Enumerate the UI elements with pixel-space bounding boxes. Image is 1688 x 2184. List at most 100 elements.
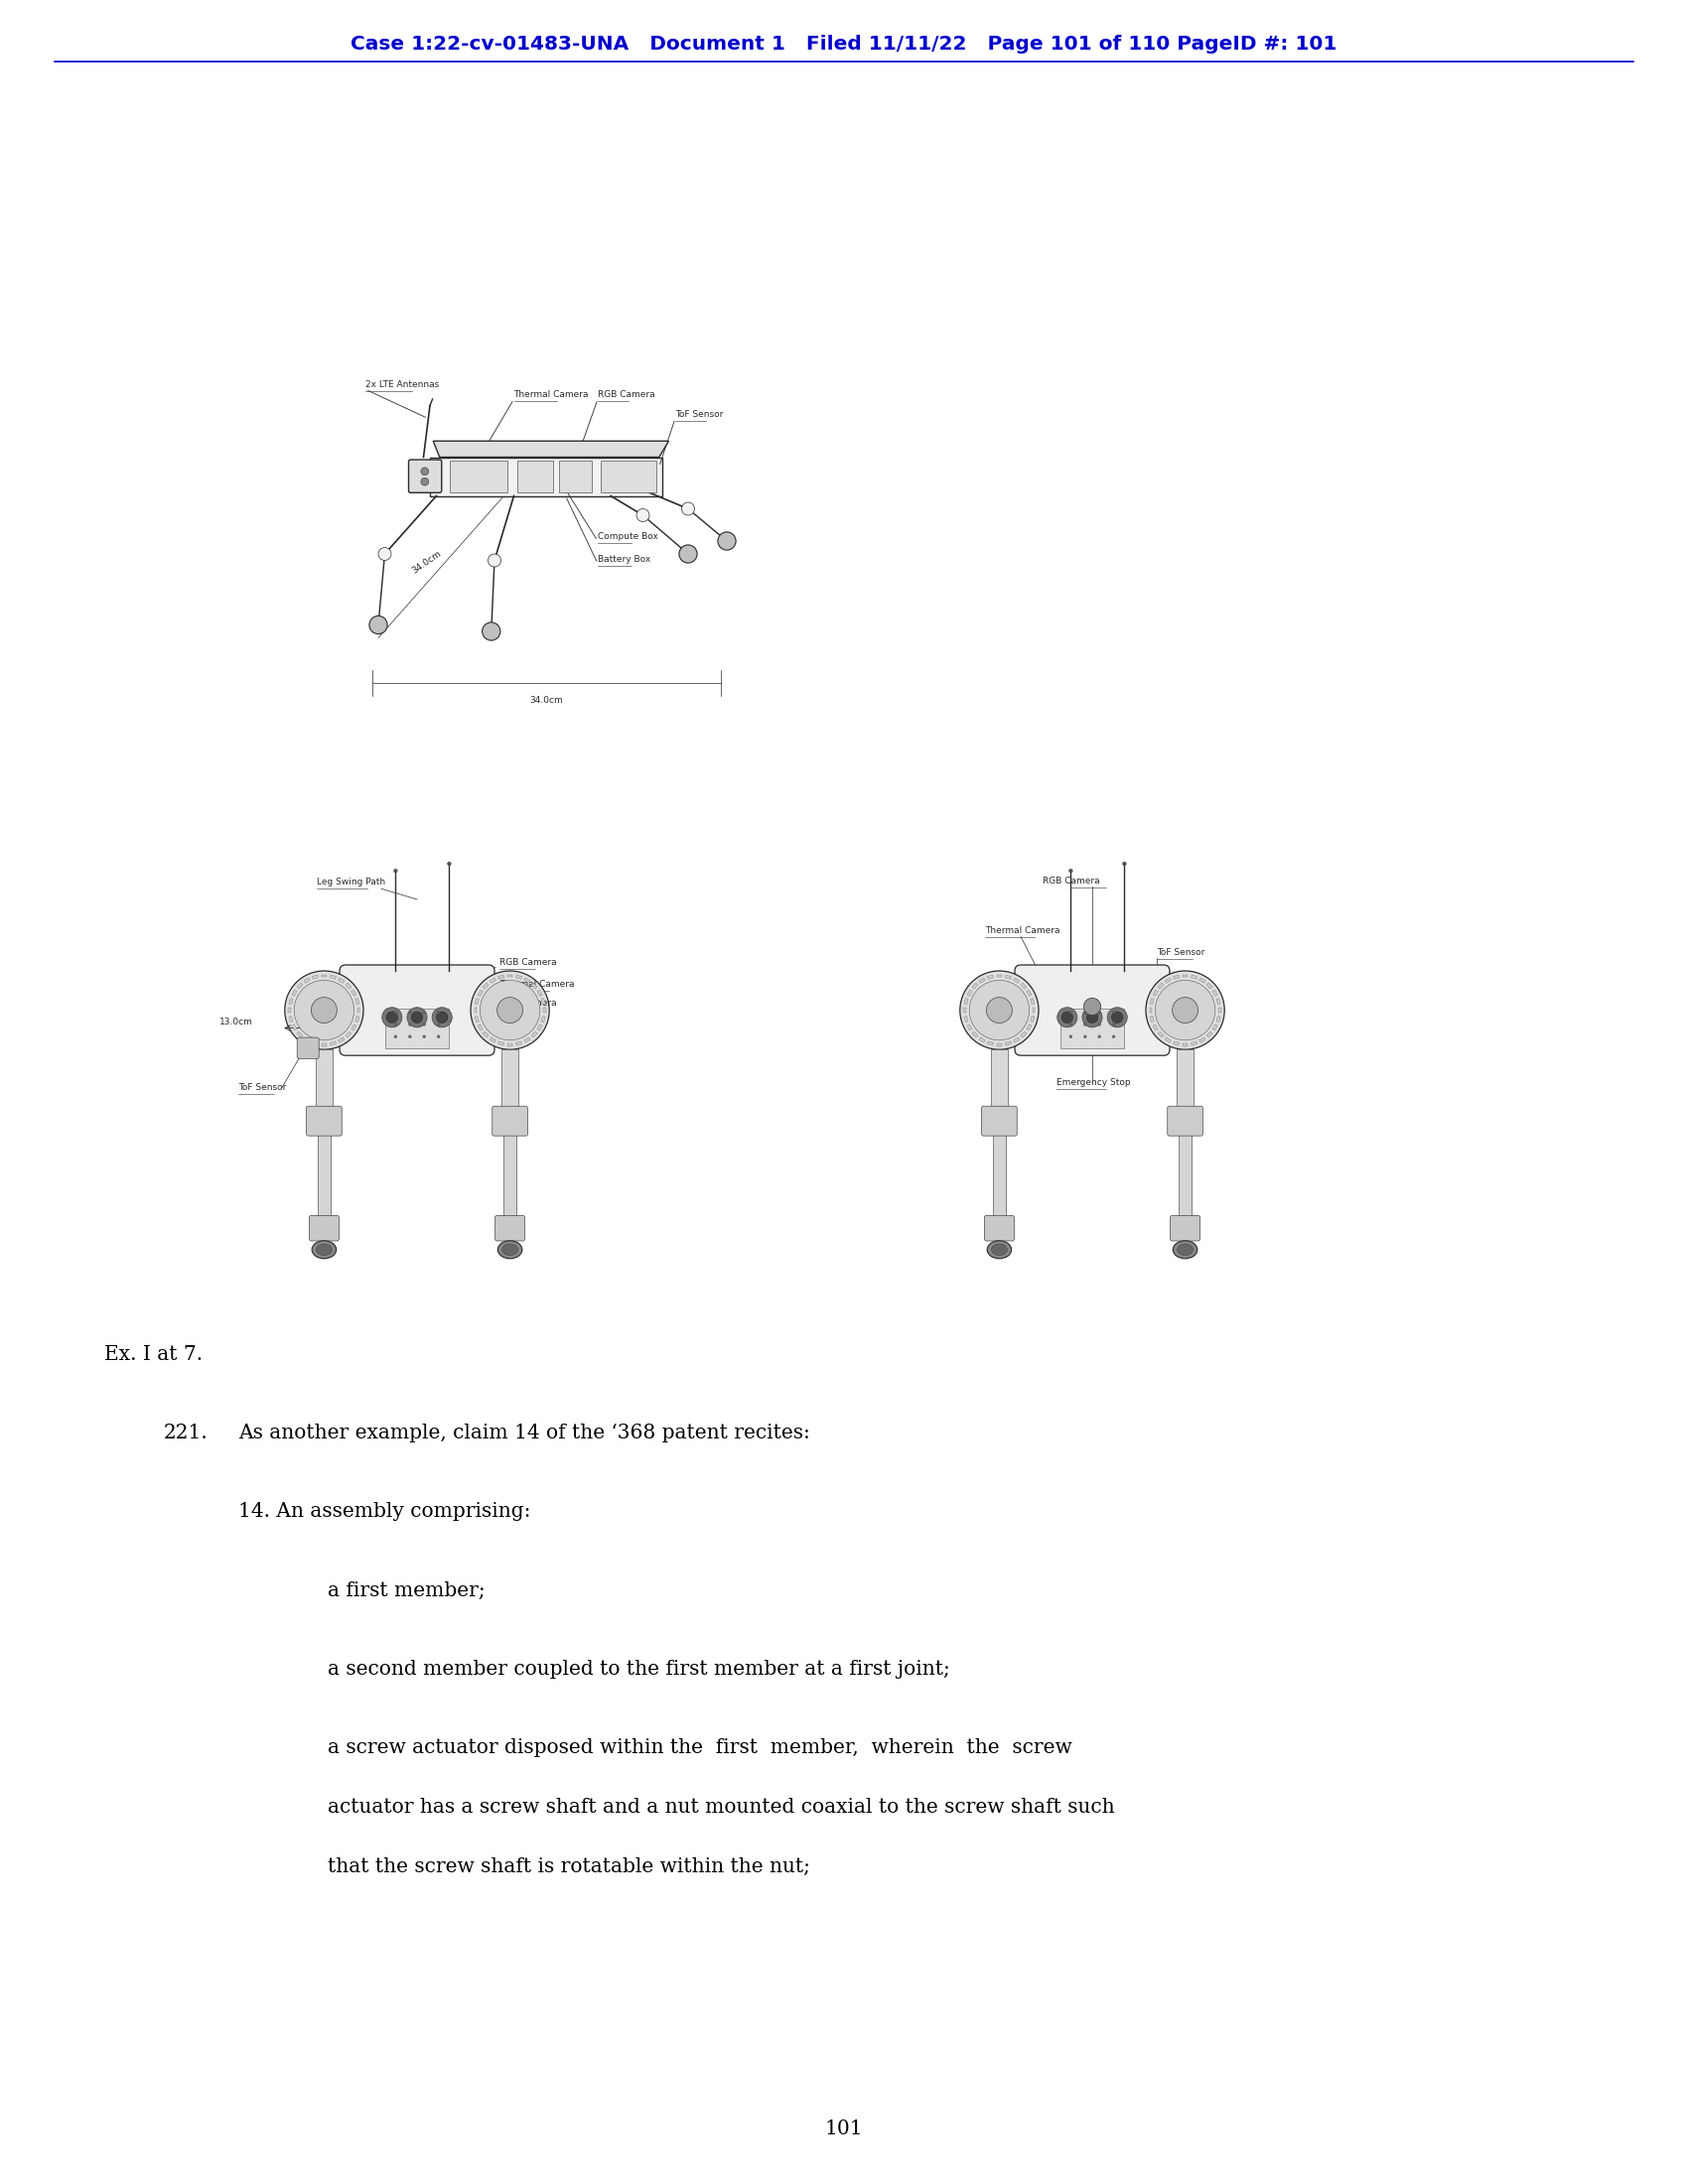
Text: 221.: 221.	[164, 1424, 208, 1444]
Circle shape	[679, 546, 697, 563]
Circle shape	[1084, 998, 1101, 1016]
Bar	[316, 1051, 333, 1120]
Circle shape	[387, 1011, 398, 1022]
Bar	[540, 998, 545, 1005]
Bar	[1165, 978, 1171, 983]
Bar	[1013, 978, 1020, 983]
FancyBboxPatch shape	[408, 459, 442, 494]
Ellipse shape	[312, 1241, 336, 1258]
Circle shape	[1069, 869, 1072, 874]
Text: a second member coupled to the first member at a first joint;: a second member coupled to the first mem…	[327, 1660, 950, 1679]
Bar	[532, 983, 537, 989]
Circle shape	[1084, 1022, 1087, 1026]
Ellipse shape	[991, 1245, 1008, 1256]
Text: that the screw shaft is rotatable within the nut;: that the screw shaft is rotatable within…	[327, 1856, 810, 1876]
Bar	[498, 974, 505, 978]
Bar	[321, 974, 327, 976]
Circle shape	[960, 972, 1038, 1051]
Circle shape	[311, 998, 338, 1022]
Bar	[1165, 1037, 1171, 1042]
Bar	[967, 1024, 972, 1031]
Bar	[449, 461, 508, 491]
Bar	[329, 1042, 336, 1046]
Text: 34.0cm: 34.0cm	[530, 695, 562, 703]
Circle shape	[1084, 1035, 1087, 1037]
Bar	[1026, 989, 1031, 996]
Bar	[506, 1044, 513, 1046]
Circle shape	[1107, 1007, 1128, 1026]
Bar	[972, 1031, 977, 1037]
Bar	[993, 1133, 1006, 1227]
Circle shape	[437, 1035, 441, 1037]
FancyBboxPatch shape	[1168, 1105, 1204, 1136]
Text: 14. An assembly comprising:: 14. An assembly comprising:	[238, 1503, 530, 1522]
Circle shape	[1111, 1011, 1123, 1022]
Circle shape	[969, 981, 1030, 1040]
Ellipse shape	[1173, 1241, 1197, 1258]
Bar	[559, 461, 591, 491]
Bar	[506, 974, 513, 976]
Circle shape	[1112, 1011, 1116, 1013]
Bar	[523, 1037, 530, 1042]
Circle shape	[1070, 1035, 1072, 1037]
Bar	[1207, 1031, 1212, 1037]
Bar	[517, 461, 552, 491]
Bar	[1207, 983, 1212, 989]
Bar	[1198, 978, 1205, 983]
Bar	[517, 1042, 522, 1046]
Bar	[991, 1051, 1008, 1120]
Bar	[987, 1042, 994, 1046]
Text: RGB Camera: RGB Camera	[500, 959, 557, 968]
Circle shape	[420, 478, 429, 485]
Text: Thermal Camera: Thermal Camera	[500, 981, 574, 989]
Ellipse shape	[501, 1245, 518, 1256]
Bar	[483, 983, 490, 989]
Bar	[483, 1031, 490, 1037]
Circle shape	[1097, 1011, 1101, 1013]
Bar	[1173, 974, 1180, 978]
Circle shape	[717, 533, 736, 550]
Circle shape	[1123, 863, 1126, 865]
Bar	[601, 461, 657, 491]
Bar	[1182, 974, 1188, 976]
Circle shape	[1097, 1022, 1101, 1026]
Bar	[537, 989, 542, 996]
Bar	[354, 998, 360, 1005]
FancyBboxPatch shape	[493, 1105, 528, 1136]
Text: Case 1:22-cv-01483-UNA   Document 1   Filed 11/11/22   Page 101 of 110 PageID #:: Case 1:22-cv-01483-UNA Document 1 Filed …	[351, 35, 1337, 55]
Circle shape	[1155, 981, 1215, 1040]
Bar	[474, 998, 479, 1005]
Ellipse shape	[987, 1241, 1011, 1258]
Bar	[354, 1016, 360, 1022]
Circle shape	[479, 981, 540, 1040]
Circle shape	[408, 1022, 412, 1026]
Bar	[1215, 1016, 1220, 1022]
FancyBboxPatch shape	[297, 1037, 319, 1059]
Bar	[1150, 1016, 1155, 1022]
Bar	[1013, 1037, 1020, 1042]
Bar	[540, 1016, 545, 1022]
Text: ToF Sensor: ToF Sensor	[675, 411, 722, 419]
Circle shape	[1070, 1011, 1072, 1013]
Bar	[312, 1042, 319, 1046]
Bar	[356, 1007, 360, 1013]
Circle shape	[378, 548, 392, 561]
Bar	[537, 1024, 542, 1031]
FancyBboxPatch shape	[339, 965, 495, 1055]
Bar	[501, 1051, 518, 1120]
Bar	[474, 1016, 479, 1022]
Bar	[517, 974, 522, 978]
Bar	[490, 1037, 496, 1042]
Bar	[338, 978, 344, 983]
Bar	[297, 1031, 302, 1037]
Text: Leg Swing Path: Leg Swing Path	[317, 878, 385, 887]
Bar	[321, 1044, 327, 1046]
Circle shape	[1146, 972, 1224, 1051]
Text: Emergency Stop: Emergency Stop	[1057, 1077, 1131, 1088]
Bar	[1178, 1133, 1192, 1227]
Bar	[1153, 989, 1158, 996]
Circle shape	[1057, 1007, 1077, 1026]
Bar	[1153, 1024, 1158, 1031]
Bar	[1030, 1016, 1035, 1022]
Circle shape	[471, 972, 549, 1051]
